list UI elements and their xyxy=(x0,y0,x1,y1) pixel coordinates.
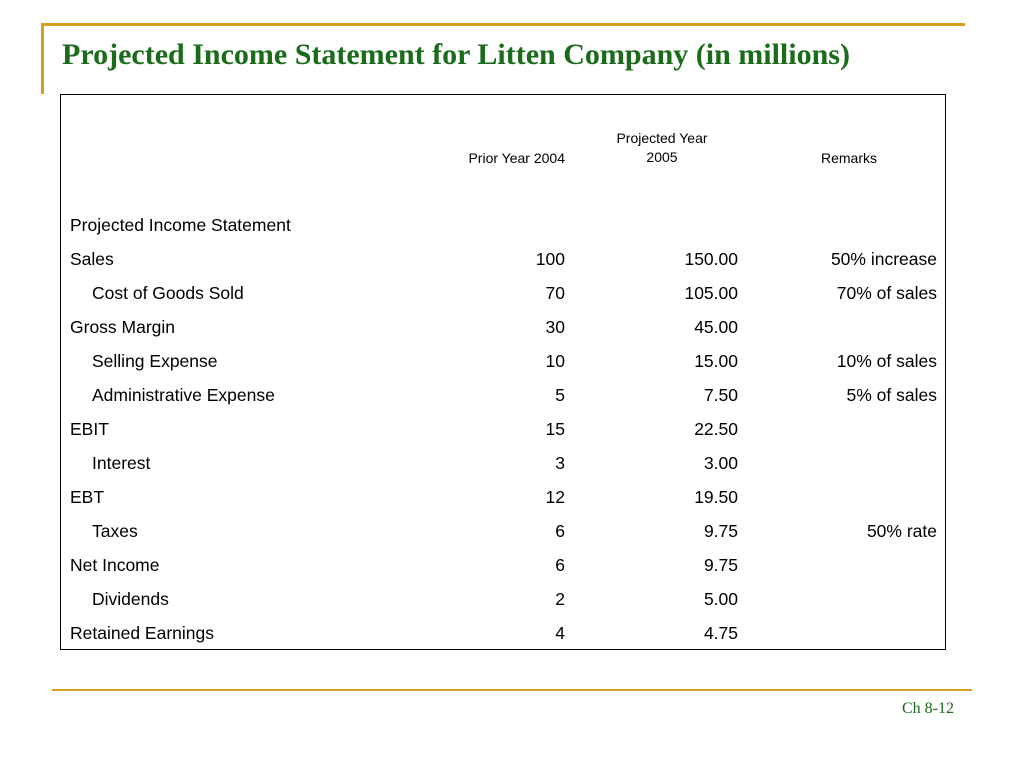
prior-year-value: 10 xyxy=(545,351,565,371)
prior-year-value: 100 xyxy=(535,249,565,269)
row-label: Selling Expense xyxy=(92,351,218,371)
prior-year-value: 2 xyxy=(555,589,565,609)
row-label: Interest xyxy=(92,453,151,473)
header-projected-line1: Projected Year xyxy=(616,130,708,146)
header-projected-line2: 2005 xyxy=(646,149,678,165)
remarks-value: 5% of sales xyxy=(846,385,937,405)
income-statement-table: Prior Year 2004 Projected Year 2005 Rema… xyxy=(60,94,946,650)
table-row: Taxes 6 9.75 50% rate xyxy=(61,514,945,548)
remarks-value: 10% of sales xyxy=(836,351,937,371)
row-label: EBT xyxy=(70,487,105,507)
table-row: Net Income 6 9.75 xyxy=(61,548,945,582)
row-label: Sales xyxy=(70,249,114,269)
top-accent-line xyxy=(41,23,965,26)
row-label: Net Income xyxy=(70,555,160,575)
row-label: Taxes xyxy=(92,521,138,541)
table-row: Sales 100 150.00 50% increase xyxy=(61,242,945,276)
footer-accent-line xyxy=(52,689,972,691)
row-label: Cost of Goods Sold xyxy=(92,283,244,303)
slide-title: Projected Income Statement for Litten Co… xyxy=(62,38,850,71)
row-label: Gross Margin xyxy=(70,317,176,337)
header-prior-year: Prior Year 2004 xyxy=(468,150,565,166)
table-row: Selling Expense 10 15.00 10% of sales xyxy=(61,344,945,378)
projected-year-value: 15.00 xyxy=(694,351,738,371)
row-label: Administrative Expense xyxy=(92,385,275,405)
table-row: Dividends 2 5.00 xyxy=(61,582,945,616)
projected-year-value: 7.50 xyxy=(703,385,738,405)
prior-year-value: 6 xyxy=(555,555,565,575)
prior-year-value: 3 xyxy=(555,453,565,473)
prior-year-value: 4 xyxy=(555,623,565,643)
table-row: Cost of Goods Sold 70 105.00 70% of sale… xyxy=(61,276,945,310)
left-accent-line xyxy=(41,23,44,94)
table-row: Projected Income Statement xyxy=(61,208,945,242)
table-row: Retained Earnings 4 4.75 xyxy=(61,616,945,650)
projected-year-value: 3.00 xyxy=(703,453,738,473)
row-label: Projected Income Statement xyxy=(70,215,291,235)
table-row: Gross Margin 30 45.00 xyxy=(61,310,945,344)
prior-year-value: 12 xyxy=(545,487,565,507)
table-row: Administrative Expense 5 7.50 5% of sale… xyxy=(61,378,945,412)
row-label: Retained Earnings xyxy=(70,623,214,643)
prior-year-value: 70 xyxy=(545,283,565,303)
projected-year-value: 22.50 xyxy=(694,419,738,439)
projected-year-value: 4.75 xyxy=(703,623,738,643)
row-label: Dividends xyxy=(92,589,169,609)
projected-year-value: 19.50 xyxy=(694,487,738,507)
prior-year-value: 6 xyxy=(555,521,565,541)
prior-year-value: 30 xyxy=(545,317,565,337)
prior-year-value: 5 xyxy=(555,385,565,405)
remarks-value: 70% of sales xyxy=(836,283,937,303)
header-remarks: Remarks xyxy=(820,150,877,166)
slide-number: Ch 8-12 xyxy=(902,700,954,717)
projected-year-value: 150.00 xyxy=(684,249,738,269)
table-row: Interest 3 3.00 xyxy=(61,446,945,480)
row-label: EBIT xyxy=(70,419,109,439)
projected-year-value: 9.75 xyxy=(703,555,738,575)
remarks-value: 50% increase xyxy=(830,249,937,269)
remarks-value: 50% rate xyxy=(866,521,937,541)
table-row: EBT 12 19.50 xyxy=(61,480,945,514)
projected-year-value: 5.00 xyxy=(703,589,738,609)
prior-year-value: 15 xyxy=(545,419,565,439)
table-row: EBIT 15 22.50 xyxy=(61,412,945,446)
projected-year-value: 45.00 xyxy=(694,317,738,337)
projected-year-value: 9.75 xyxy=(703,521,738,541)
header-projected-year: Projected Year 2005 xyxy=(601,129,723,167)
projected-year-value: 105.00 xyxy=(684,283,738,303)
